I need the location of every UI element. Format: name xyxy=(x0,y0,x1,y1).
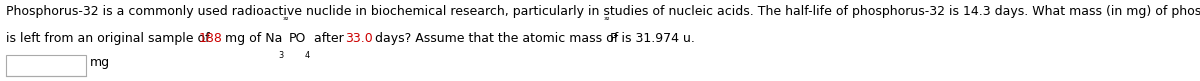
Text: mg of Na: mg of Na xyxy=(221,32,282,45)
Text: Phosphorus-32 is a commonly used radioactive nuclide in biochemical research, pa: Phosphorus-32 is a commonly used radioac… xyxy=(6,5,1200,18)
Text: 4: 4 xyxy=(305,51,310,60)
Text: PO: PO xyxy=(289,32,306,45)
Text: ³²: ³² xyxy=(283,16,289,25)
Text: 188: 188 xyxy=(199,32,222,45)
Text: P is 31.974 u.: P is 31.974 u. xyxy=(610,32,695,45)
Text: after: after xyxy=(310,32,348,45)
Text: days? Assume that the atomic mass of: days? Assume that the atomic mass of xyxy=(371,32,622,45)
Text: 3: 3 xyxy=(278,51,283,60)
Text: mg: mg xyxy=(90,56,109,69)
FancyBboxPatch shape xyxy=(6,55,86,76)
Text: 33.0: 33.0 xyxy=(344,32,372,45)
Text: ³²: ³² xyxy=(604,16,611,25)
Text: is left from an original sample of: is left from an original sample of xyxy=(6,32,214,45)
